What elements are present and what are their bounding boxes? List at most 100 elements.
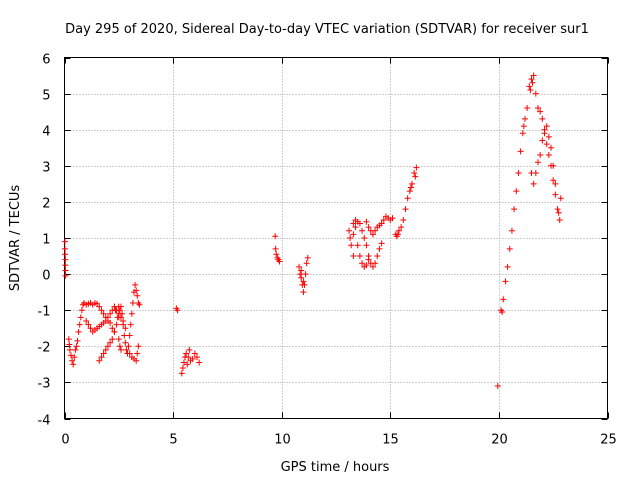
data-point (113, 321, 120, 328)
data-point (555, 209, 562, 216)
data-point (61, 245, 68, 252)
data-point (76, 321, 83, 328)
data-point (398, 224, 405, 231)
data-point (68, 352, 75, 359)
data-point (404, 195, 411, 202)
data-point (363, 218, 370, 225)
data-point (179, 364, 186, 371)
data-point (356, 253, 363, 260)
data-point (193, 354, 200, 361)
x-tick-label: 20 (491, 433, 508, 448)
data-point (406, 188, 413, 195)
data-point (411, 170, 418, 177)
data-point (109, 336, 116, 343)
data-point (506, 245, 513, 252)
data-point (126, 332, 133, 339)
y-axis-label: SDTVAR / TECUs (8, 185, 23, 292)
data-point (273, 251, 280, 258)
data-point (508, 227, 515, 234)
data-point (116, 343, 123, 350)
data-point (413, 164, 420, 171)
data-point (304, 254, 311, 261)
data-point (196, 359, 203, 366)
data-point (107, 339, 114, 346)
data-point (502, 278, 509, 285)
data-point (298, 274, 305, 281)
data-point (537, 151, 544, 158)
data-point (300, 289, 307, 296)
y-tick-label: 3 (42, 161, 50, 176)
data-point (539, 115, 546, 122)
y-tick-label: 6 (42, 53, 50, 68)
data-point (532, 170, 539, 177)
data-point (115, 303, 122, 310)
data-point (511, 206, 518, 213)
data-point (132, 281, 139, 288)
data-point (543, 123, 550, 130)
data-point (303, 260, 310, 267)
x-tick-label: 15 (382, 433, 399, 448)
y-tick-label: 2 (42, 197, 50, 212)
data-point (380, 216, 387, 223)
data-point (412, 173, 419, 180)
data-point (300, 278, 307, 285)
y-tick-label: 4 (42, 125, 50, 140)
data-point (100, 310, 107, 317)
data-point (302, 271, 309, 278)
data-point (347, 235, 354, 241)
data-point (400, 216, 407, 223)
data-point (62, 251, 69, 258)
data-point (186, 346, 193, 353)
data-point (409, 180, 416, 187)
data-point (122, 339, 129, 346)
data-point (376, 245, 383, 252)
data-point (127, 321, 134, 328)
data-point (532, 90, 539, 97)
data-point (134, 292, 141, 299)
data-point (301, 281, 308, 288)
data-point (136, 301, 143, 308)
data-point (529, 79, 536, 86)
data-point (78, 307, 85, 314)
x-tick-label: 10 (274, 433, 291, 448)
data-point (297, 271, 304, 278)
data-point (98, 354, 105, 361)
data-point (174, 307, 181, 314)
data-point (365, 224, 372, 231)
data-point (499, 309, 506, 316)
data-point (361, 235, 368, 241)
data-point (350, 220, 357, 227)
data-point (352, 224, 359, 231)
data-point (62, 272, 69, 279)
data-point (298, 267, 305, 274)
data-point (134, 350, 141, 357)
data-point (114, 314, 121, 321)
data-point (272, 233, 279, 240)
data-point (117, 346, 124, 353)
data-point (65, 336, 72, 343)
data-point (556, 216, 563, 223)
data-point (185, 354, 192, 361)
data-point (528, 76, 535, 83)
data-point (70, 361, 77, 368)
data-point (526, 83, 533, 90)
data-point (363, 262, 370, 269)
data-point (107, 310, 114, 317)
data-point (554, 206, 561, 213)
y-tick-label: -2 (38, 341, 51, 356)
data-point (530, 72, 537, 79)
data-point (183, 350, 190, 357)
data-point (363, 242, 370, 249)
data-point (123, 346, 130, 353)
data-point (354, 242, 361, 249)
x-tick-label: 25 (600, 433, 617, 448)
data-point (75, 328, 82, 335)
data-point (369, 263, 376, 270)
data-point (356, 220, 363, 227)
y-tick-label: 5 (42, 89, 50, 104)
data-point (534, 105, 541, 112)
y-tick-label: 0 (42, 269, 50, 284)
data-point (104, 343, 111, 350)
